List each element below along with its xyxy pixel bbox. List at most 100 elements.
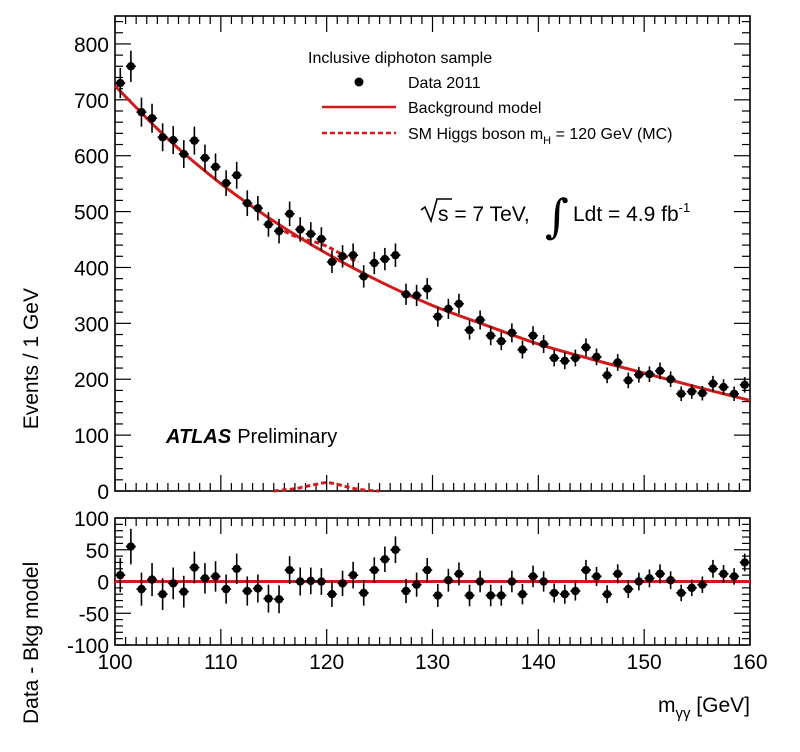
- x-tick-label: 110: [204, 651, 237, 674]
- y-tick-label: 200: [74, 369, 109, 392]
- data-point: [116, 78, 125, 88]
- y-tick-label: 50: [86, 540, 109, 563]
- y-tick-label: -100: [67, 635, 109, 658]
- main-data-points: [115, 50, 750, 402]
- data-point: [359, 272, 368, 281]
- data-point: [285, 209, 294, 219]
- data-point: [232, 171, 241, 180]
- data-point: [581, 343, 591, 352]
- residual-point: [306, 576, 315, 586]
- residual-point: [169, 579, 178, 588]
- legend-label-data: Data 2011: [408, 75, 481, 92]
- data-point: [518, 345, 527, 354]
- y-tick-label: -50: [79, 603, 109, 626]
- residual-point: [158, 590, 167, 599]
- data-point: [380, 254, 390, 264]
- data-point: [274, 226, 284, 236]
- data-point: [645, 370, 654, 379]
- data-point: [147, 114, 157, 123]
- data-point: [296, 225, 305, 234]
- y-tick-label: 300: [74, 313, 109, 336]
- residual-point: [348, 570, 358, 580]
- data-point: [348, 250, 358, 260]
- residual-point: [370, 565, 379, 575]
- legend-title: Inclusive diphoton sample: [308, 50, 492, 67]
- residual-point: [581, 565, 591, 575]
- residual-point: [243, 586, 252, 596]
- residual-point: [687, 583, 696, 593]
- residual-y-axis-label: Data - Bkg model: [20, 562, 43, 724]
- data-point: [677, 389, 686, 398]
- residual-point: [285, 565, 294, 575]
- x-tick-label: 120: [309, 651, 344, 674]
- data-point: [729, 389, 739, 398]
- residual-point: [454, 569, 464, 579]
- data-point: [624, 376, 633, 385]
- residual-point: [317, 577, 326, 586]
- residual-point: [698, 580, 707, 589]
- data-point: [211, 162, 220, 172]
- data-point: [655, 366, 665, 376]
- residual-point: [645, 574, 654, 583]
- data-point: [666, 375, 675, 384]
- y-tick-label: 100: [74, 508, 109, 531]
- residual-point: [221, 584, 231, 594]
- y-tick-label: 500: [74, 202, 109, 225]
- data-point: [719, 382, 728, 392]
- residual-data-points: [115, 528, 750, 614]
- data-point: [126, 62, 136, 71]
- data-point: [698, 389, 707, 398]
- residual-point: [497, 591, 506, 600]
- residual-point: [560, 590, 569, 599]
- residual-point: [708, 564, 718, 573]
- main-axis-ticks: [114, 16, 751, 492]
- x-axis-label: mγγ [GeV]: [658, 694, 750, 722]
- data-point: [444, 304, 453, 314]
- y-tick-label: 100: [74, 425, 109, 448]
- data-point: [475, 315, 485, 325]
- data-point: [243, 199, 252, 208]
- residual-point: [624, 584, 633, 594]
- residual-point: [423, 565, 432, 575]
- legend-marker-data: [354, 77, 364, 87]
- data-point: [708, 379, 718, 388]
- residual-point: [401, 586, 411, 596]
- data-point: [507, 328, 517, 338]
- data-point: [317, 234, 326, 244]
- x-tick-label: 150: [627, 651, 662, 674]
- residual-point: [232, 564, 241, 573]
- integral-sign-icon: ∫: [545, 189, 569, 243]
- residual-point: [655, 569, 665, 579]
- sqrt-s-label: s = 7 TeV,: [438, 203, 530, 226]
- data-point: [338, 252, 347, 261]
- main-y-axis-label: Events / 1 GeV: [20, 288, 43, 429]
- data-point: [454, 299, 464, 308]
- data-point: [264, 220, 273, 229]
- residual-point: [592, 572, 601, 581]
- data-point: [486, 331, 495, 340]
- data-point: [200, 153, 210, 163]
- data-point: [221, 178, 231, 188]
- data-point: [740, 380, 749, 390]
- residual-point: [391, 545, 400, 554]
- y-tick-label: 0: [97, 481, 109, 504]
- energy-luminosity-annotation: s = 7 TeV, ∫ Ldt = 4.9 fb-1: [420, 189, 690, 243]
- data-point: [370, 258, 379, 268]
- data-point: [613, 358, 622, 367]
- data-point: [401, 290, 411, 299]
- data-point: [423, 284, 432, 293]
- residual-point: [253, 584, 263, 593]
- data-point: [433, 312, 442, 321]
- residual-point: [338, 579, 347, 588]
- residual-point: [126, 542, 136, 551]
- residual-point: [380, 555, 390, 564]
- data-point: [592, 352, 601, 362]
- residual-point: [137, 584, 146, 594]
- residual-y-tick-labels: -100 -50 0 50 100: [67, 508, 109, 658]
- data-point: [158, 133, 167, 142]
- residual-point: [190, 563, 199, 572]
- data-point: [306, 229, 315, 239]
- data-point: [412, 291, 421, 300]
- sqrt-sign-icon: [420, 198, 452, 224]
